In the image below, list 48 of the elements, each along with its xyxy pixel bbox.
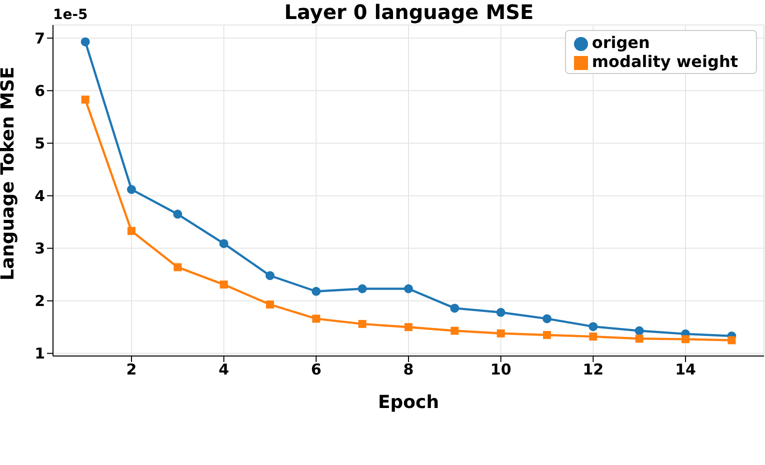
- point: [450, 304, 460, 313]
- point: [174, 263, 182, 272]
- point: [126, 184, 136, 194]
- y-tick-label: 3: [34, 240, 45, 258]
- point: [404, 284, 413, 294]
- point: [682, 335, 690, 344]
- x-tick-label: 8: [403, 360, 414, 379]
- chart-title: Layer 0 language MSE: [284, 0, 534, 24]
- x-tick-label: 10: [490, 360, 512, 379]
- x-tick-label: 14: [675, 360, 696, 379]
- point: [312, 314, 320, 323]
- point: [358, 320, 366, 328]
- point: [542, 314, 552, 324]
- point: [496, 329, 505, 338]
- point: [266, 300, 274, 309]
- y-tick-label: 6: [34, 82, 45, 100]
- x-tick-label: 12: [582, 360, 604, 379]
- y-tick-label: 4: [34, 187, 45, 206]
- x-tick-label: 4: [218, 360, 230, 379]
- y-tick-label: 5: [34, 134, 45, 153]
- point: [220, 280, 228, 289]
- point: [496, 308, 506, 317]
- y-axis-title: Language Token MSE: [0, 66, 18, 280]
- point: [404, 323, 412, 332]
- point: [635, 334, 644, 343]
- point: [127, 226, 136, 235]
- point: [543, 330, 552, 339]
- point: [634, 326, 644, 336]
- point: [173, 210, 182, 219]
- point: [728, 336, 736, 344]
- y-tick-label: 1: [34, 344, 45, 363]
- legend-label: origen: [592, 33, 650, 52]
- y-tick-label: 2: [34, 292, 45, 310]
- point: [80, 37, 90, 46]
- legend-label: modality weight: [592, 52, 738, 71]
- point: [358, 284, 367, 294]
- point: [312, 286, 321, 296]
- x-axis-title: Epoch: [378, 392, 440, 413]
- point: [265, 271, 274, 280]
- y-tick-label: 7: [34, 29, 45, 48]
- point: [588, 322, 598, 332]
- x-tick-label: 2: [126, 360, 137, 379]
- point: [219, 239, 228, 248]
- point: [589, 332, 598, 341]
- x-tick-label: 6: [310, 360, 322, 379]
- point: [81, 96, 90, 104]
- point: [450, 326, 459, 335]
- text: 1e-5: [53, 7, 88, 23]
